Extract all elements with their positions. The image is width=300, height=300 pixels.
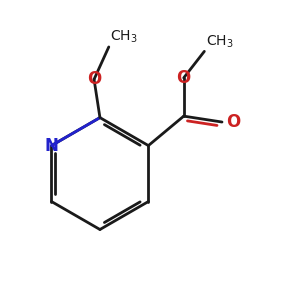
Text: CH$_3$: CH$_3$ bbox=[206, 34, 233, 50]
Text: O: O bbox=[177, 69, 191, 87]
Text: N: N bbox=[45, 136, 58, 154]
Text: CH$_3$: CH$_3$ bbox=[110, 29, 138, 46]
Text: O: O bbox=[226, 113, 241, 131]
Text: O: O bbox=[87, 70, 101, 88]
